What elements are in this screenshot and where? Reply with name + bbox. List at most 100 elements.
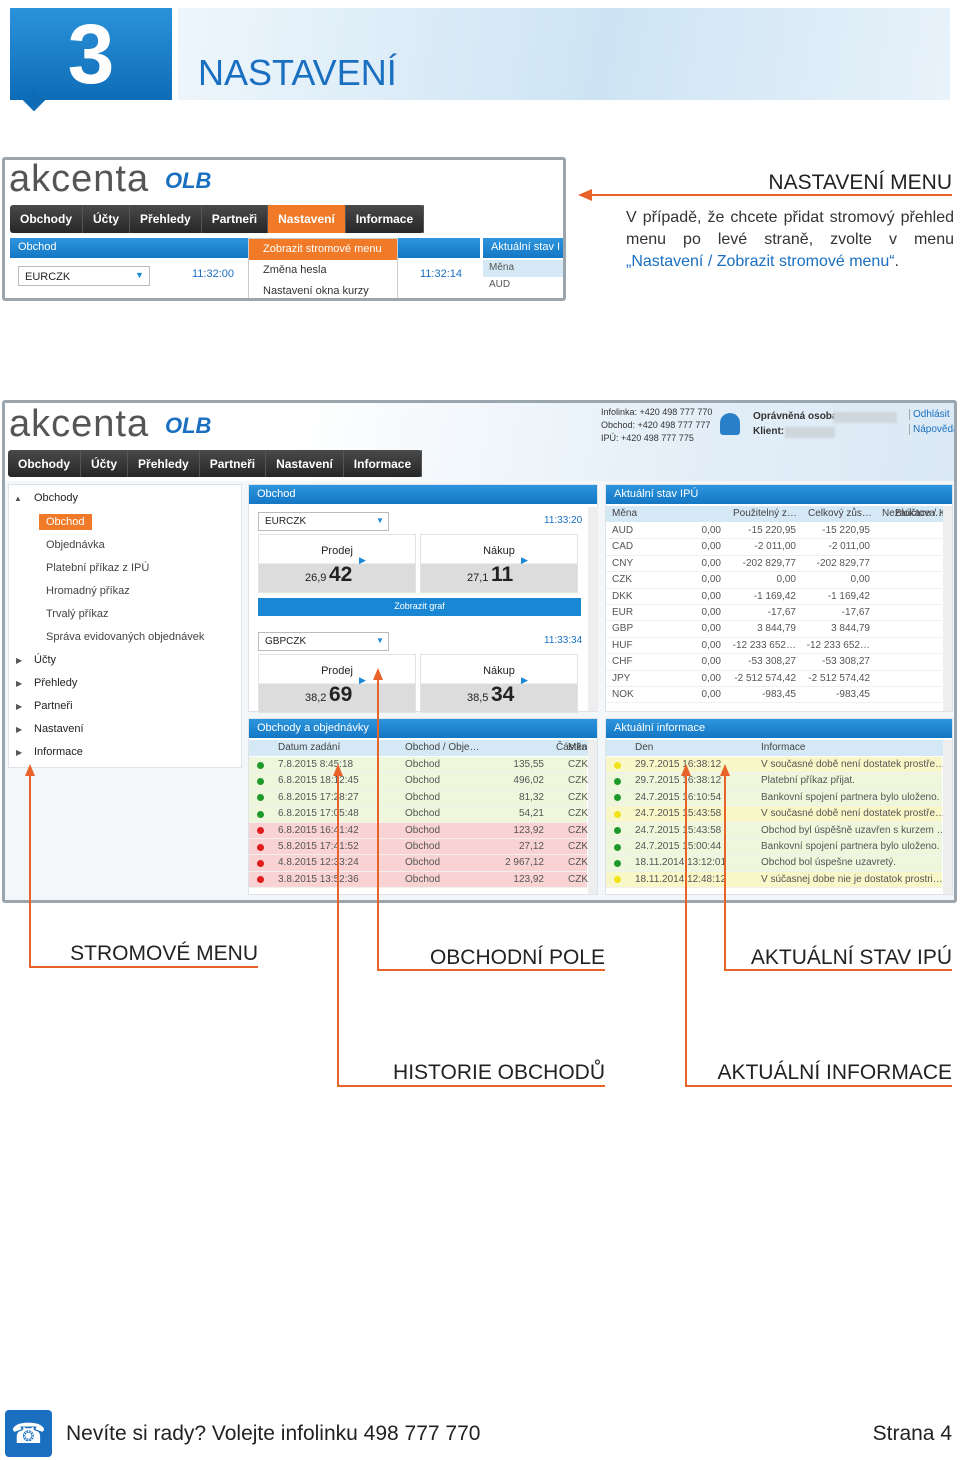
table-cell: 0,00 (701, 623, 721, 635)
table-cell: -2 011,00 (754, 541, 796, 553)
quote-box: Nákup 38,5 34 ▶ (420, 654, 578, 713)
quote-big: 11 (491, 563, 514, 586)
table-cell: V současné době není dostatek prostře… (761, 808, 946, 820)
menu-item: Obchody (8, 450, 82, 477)
status-dot (614, 827, 621, 835)
tree-toggle: ▶ (16, 679, 23, 688)
status-dot (257, 827, 264, 835)
table-cell: CZK (568, 873, 588, 885)
table-cell: Obchod (405, 873, 441, 885)
callout-body: V případě, že chcete přidat stromový pře… (626, 209, 954, 248)
table-cell: Bankovní spojení partnera bylo uloženo. (761, 841, 940, 852)
status-dot (614, 810, 621, 818)
user-label: Klient: (753, 426, 785, 437)
quote-label: Nákup (483, 665, 515, 677)
user-label: Oprávněná osoba: (753, 411, 841, 422)
status-dot (257, 876, 264, 884)
contact: IPÚ: +420 498 777 775 (601, 433, 694, 443)
column-header: Použitelný z… (733, 508, 797, 519)
column-header: Den (635, 742, 654, 753)
table-cell: 24.7.2015 15:00:44 (635, 841, 722, 852)
dropdown-item: Nastavení okna kurzy (263, 285, 369, 297)
table-cell: 81,32 (518, 791, 544, 803)
table-row: CAD 0,00 -2 011,00 -2 011,00 (606, 539, 942, 556)
menu-bar: Obchody Účty Přehledy Partneři Nastavení Info… (10, 205, 425, 233)
table-cell: CAD (612, 541, 634, 553)
time: 11:33:34 (544, 635, 583, 646)
table-cell: CZK (568, 791, 588, 803)
table-row: 29.7.2015 16:38:12 V současné době není d… (606, 757, 946, 774)
table-cell: CZK (568, 841, 588, 852)
tree-child: Obchod (39, 514, 92, 530)
quote-big: 42 (329, 563, 353, 586)
status-dot (614, 761, 621, 769)
table-cell: CHF (612, 656, 633, 668)
menu-item: Účty (81, 450, 129, 477)
section-label: OBCHODNÍ POLE (429, 946, 605, 969)
column-header: Celkový zůs… (808, 508, 872, 519)
quote-label: Prodej (321, 665, 353, 677)
table-cell: 0,00 (701, 607, 721, 618)
table-cell: CZK (612, 574, 632, 586)
quote-big: 69 (329, 683, 353, 706)
table-cell: Bankovní spojení partnera bylo uloženo. (761, 791, 940, 803)
table-row: NOK 0,00 -983,45 -983,45 (606, 687, 942, 704)
table-cell: Obchod (405, 759, 441, 770)
dropdown: Zobrazit stromové menu Změna hesla Nastave… (248, 238, 398, 298)
tree-toggle: ▶ (16, 702, 23, 711)
select: EURCZK (18, 266, 150, 286)
column-header: Měna (612, 508, 638, 519)
table-row: 5.8.2015 17:41:52 Obchod 27,12 CZK (249, 839, 588, 856)
quote-arrow: ▶ (359, 675, 366, 685)
table-cell: 0,00 (701, 557, 721, 569)
callout-text: V případě, že chcete přidat stromový pře… (626, 207, 954, 273)
status-dot (257, 761, 264, 769)
table-row: 24.7.2015 16:10:54 Bankovní spojení partn… (606, 789, 942, 807)
callout-end: . (894, 253, 899, 270)
menu-item: Účty (83, 205, 131, 233)
quote-arrow: ▶ (521, 675, 528, 685)
table-cell: 54,21 (518, 808, 544, 820)
quote-small: 38,2 (305, 692, 327, 704)
status-dot (614, 778, 621, 786)
table-cell: Platební příkaz přijat. (761, 775, 855, 787)
banner: NASTAVENÍ (178, 8, 950, 100)
table-cell: HUF (612, 639, 633, 651)
table-cell: EUR (612, 607, 634, 618)
table-cell: CZK (568, 775, 588, 787)
menu-bar: Obchody Účty Přehledy Partneři Nastavení Info… (8, 450, 423, 477)
table-row: CHF 0,00 -53 308,27 -53 308,27 (606, 654, 942, 671)
tree-child: Platební příkaz z IPÚ (46, 562, 150, 574)
table-panel: Aktuální stav IPÚ Měna Použitelný z… Celkov… (605, 484, 953, 712)
table-cell: 24.7.2015 16:10:54 (635, 791, 722, 803)
column-header: Blokace / K (895, 508, 946, 519)
table-cell: DKK (612, 590, 633, 602)
table-cell: V současné době není dostatek prostře… (761, 759, 946, 770)
logo: akcenta (9, 158, 150, 200)
tree-toggle: ▶ (16, 748, 23, 757)
table-cell: -1 169,42 (827, 590, 870, 602)
tree-item: Informace (34, 746, 83, 758)
tree-child: Objednávka (46, 539, 105, 551)
table-cell: CZK (568, 759, 588, 770)
contact: Infolinka: +420 498 777 770 (601, 407, 713, 417)
table-cell: -17,67 (841, 607, 870, 618)
callout-title: NASTAVENÍ MENU (768, 171, 952, 194)
chart-button: Zobrazit graf (258, 598, 581, 616)
table-row: 7.8.2015 8:45:18 Obchod 135,55 CZK (249, 757, 588, 774)
user-icon (720, 413, 740, 435)
menu-item: Nastavení (268, 205, 346, 233)
table-cell: -2 512 574,42 (808, 672, 870, 684)
select: GBPCZK (258, 632, 389, 651)
table-cell: Obchod bol úspešne uzavretý. (761, 857, 897, 869)
select-arrow: ▼ (376, 516, 384, 525)
table-cell: 6.8.2015 17:28:27 (278, 791, 359, 803)
time: 11:33:20 (544, 515, 583, 526)
table-row: 24.7.2015 15:43:58 Obchod byl úspěšně uza… (606, 822, 947, 839)
column-header: Datum zadání (278, 742, 341, 753)
quote-arrow: ▶ (359, 555, 366, 565)
table-cell: -17,67 (767, 607, 796, 618)
status-dot (614, 860, 621, 868)
table-cell: 3.8.2015 13:52:36 (278, 873, 359, 885)
panel-bar: Obchod (10, 238, 480, 258)
